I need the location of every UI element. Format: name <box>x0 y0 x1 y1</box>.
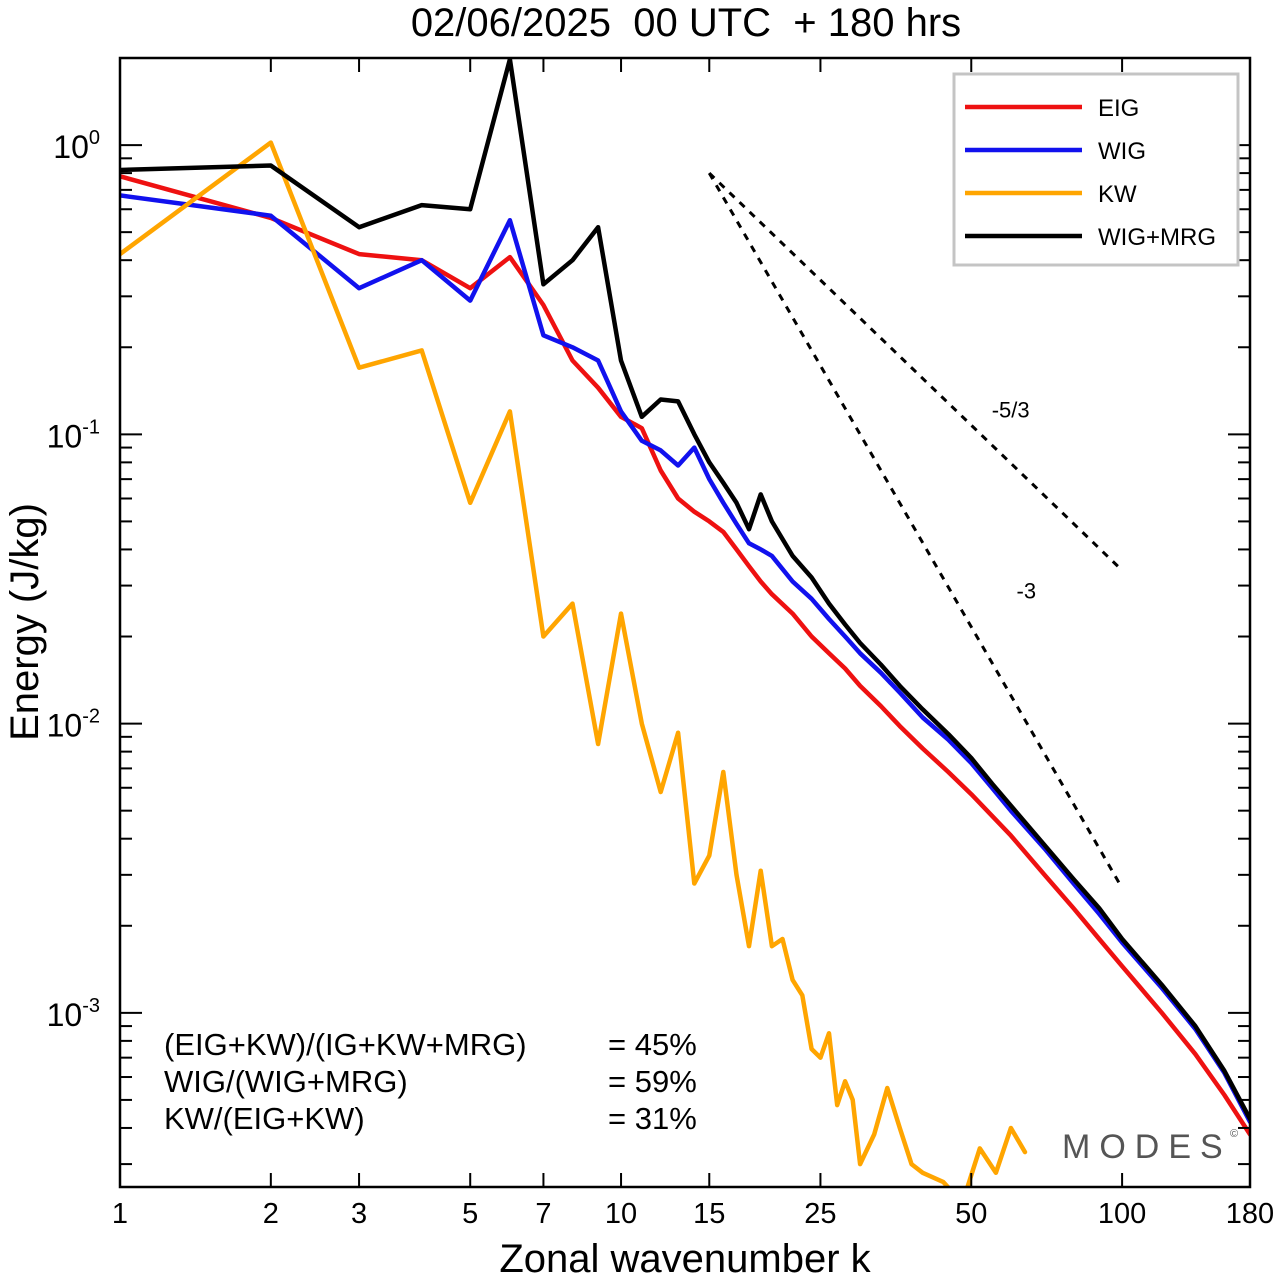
reference-slope-label: -3 <box>1017 578 1037 603</box>
modes-watermark: MODES © <box>1062 1128 1238 1166</box>
y-tick-label: 10-2 <box>47 706 100 744</box>
legend-items: EIG WIG KW WIG+MRG <box>965 95 1216 251</box>
y-tick-base: 10 <box>47 708 83 744</box>
plot-area <box>120 58 1250 1187</box>
x-tick-labels: 1 2 3 5 7 10 15 25 50 100 180 <box>112 1198 1274 1230</box>
y-tick-label: 10-1 <box>47 416 100 454</box>
y-tick-exponent: -3 <box>82 995 100 1017</box>
x-axis-label: Zonal wavenumber k <box>499 1237 871 1281</box>
watermark-text: MODES <box>1062 1128 1232 1166</box>
series-line-wig <box>120 193 1250 1125</box>
series-line-kw <box>120 140 1028 1187</box>
y-tick-base: 10 <box>53 129 89 165</box>
x-tick-label: 180 <box>1226 1198 1274 1230</box>
legend-label: WIG <box>1098 138 1146 165</box>
copyright-mark: © <box>1230 1128 1238 1140</box>
x-tick-label: 15 <box>693 1198 725 1230</box>
reference-slope-line <box>708 172 1124 572</box>
y-tick-base: 10 <box>47 418 83 454</box>
legend-label: WIG+MRG <box>1098 224 1216 251</box>
y-tick-exponent: 0 <box>89 127 100 149</box>
series-line-wig-mrg <box>120 58 1250 1122</box>
x-tick-label: 10 <box>605 1198 637 1230</box>
series-lines <box>120 58 1250 1187</box>
annotation-value: = 31% <box>608 1101 697 1136</box>
x-tick-label: 1 <box>112 1198 128 1230</box>
x-tick-label: 7 <box>535 1198 551 1230</box>
x-tick-label: 25 <box>804 1198 836 1230</box>
x-tick-label: 100 <box>1098 1198 1146 1230</box>
legend-label: KW <box>1098 181 1137 208</box>
x-tick-label: 5 <box>462 1198 478 1230</box>
x-tick-label: 50 <box>955 1198 987 1230</box>
ratio-annotations: (EIG+KW)/(IG+KW+MRG) = 45% WIG/(WIG+MRG) = … <box>164 1027 697 1136</box>
plot-frame <box>118 56 1252 1189</box>
y-tick-exponent: -2 <box>82 706 100 728</box>
axis-ticks <box>119 57 1251 1187</box>
reference-slope-line <box>707 172 1124 889</box>
annotation-label: WIG/(WIG+MRG) <box>164 1064 408 1099</box>
annotation-label: KW/(EIG+KW) <box>164 1101 365 1136</box>
x-tick-label: 3 <box>351 1198 367 1230</box>
reference-slope-label: -5/3 <box>992 397 1030 422</box>
y-axis-label: Energy (J/kg) <box>3 503 47 741</box>
annotation-value: = 59% <box>608 1064 697 1099</box>
x-tick-label: 2 <box>263 1198 279 1230</box>
y-tick-label: 100 <box>53 127 100 165</box>
chart-title: 02/06/2025 00 UTC + 180 hrs <box>411 1 961 45</box>
reference-slopes: -5/3 -3 <box>707 172 1124 889</box>
legend: EIG WIG KW WIG+MRG <box>952 72 1240 267</box>
y-tick-base: 10 <box>47 997 83 1033</box>
annotation-label: (EIG+KW)/(IG+KW+MRG) <box>164 1027 527 1062</box>
annotation-value: = 45% <box>608 1027 697 1062</box>
y-tick-label: 10-3 <box>47 995 100 1033</box>
legend-label: EIG <box>1098 95 1139 122</box>
series-line-eig <box>120 174 1250 1137</box>
y-tick-exponent: -1 <box>82 416 100 438</box>
